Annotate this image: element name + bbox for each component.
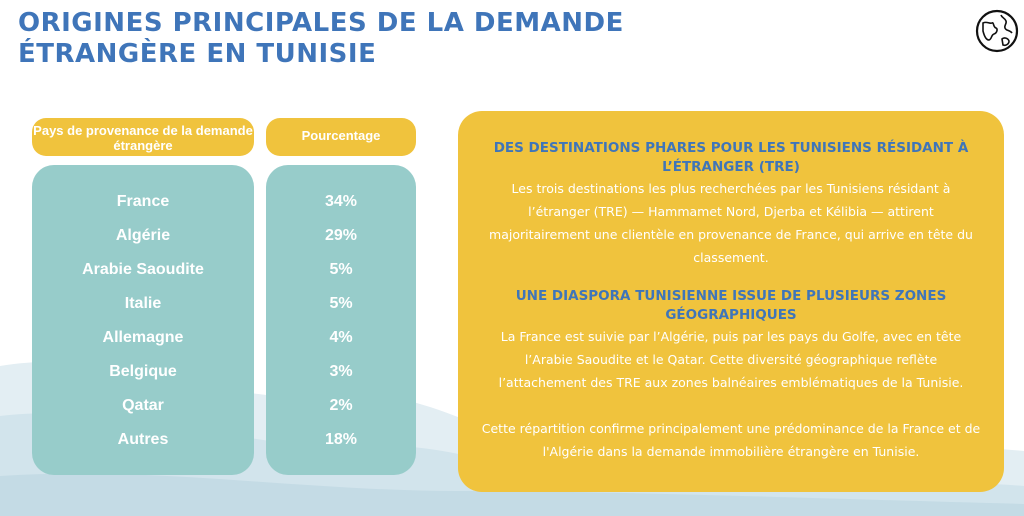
table-cell-percentage: 2% — [329, 397, 353, 414]
table-cell-country: Belgique — [109, 363, 177, 380]
table-cell-country: Allemagne — [102, 329, 184, 346]
percentage-column: 34% 29% 5% 5% 4% 3% 2% 18% — [266, 165, 416, 475]
globe-icon — [975, 9, 1019, 53]
table-cell-country: Autres — [117, 431, 169, 448]
table-cell-percentage: 5% — [329, 295, 353, 312]
table-cell-percentage: 5% — [329, 261, 353, 278]
page-title-line-2: ÉTRANGÈRE EN TUNISIE — [18, 39, 377, 69]
table-cell-country: Qatar — [122, 397, 164, 414]
country-column: France Algérie Arabie Saoudite Italie Al… — [32, 165, 254, 475]
table-cell-percentage: 29% — [324, 227, 358, 244]
table-cell-percentage: 18% — [324, 431, 358, 448]
info-card: DES DESTINATIONS PHARES POUR LES TUNISIE… — [458, 111, 1004, 492]
table-cell-percentage: 4% — [329, 329, 353, 346]
table-cell-country: Italie — [124, 295, 162, 312]
column-header-country: Pays de provenance de la demande étrangè… — [32, 118, 254, 156]
table-cell-percentage: 34% — [324, 193, 358, 210]
card-heading-diaspora: UNE DIASPORA TUNISIENNE ISSUE DE PLUSIEU… — [515, 288, 947, 323]
column-header-percentage: Pourcentage — [266, 118, 416, 156]
table-cell-country: Algérie — [115, 227, 171, 244]
table-cell-percentage: 3% — [329, 363, 353, 380]
page-title-line-1: ORIGINES PRINCIPALES DE LA DEMANDE — [18, 8, 624, 38]
card-paragraph-destinations: Les trois destinations les plus recherch… — [489, 181, 973, 265]
card-paragraph-conclusion: Cette répartition confirme principalemen… — [481, 421, 981, 459]
page-title: ORIGINES PRINCIPALES DE LA DEMANDE ÉTRAN… — [18, 8, 624, 70]
table-cell-country: France — [116, 193, 170, 210]
card-heading-destinations: DES DESTINATIONS PHARES POUR LES TUNISIE… — [493, 140, 969, 175]
table-cell-country: Arabie Saoudite — [82, 261, 204, 278]
card-paragraph-diaspora: La France est suivie par l’Algérie, puis… — [498, 329, 964, 390]
